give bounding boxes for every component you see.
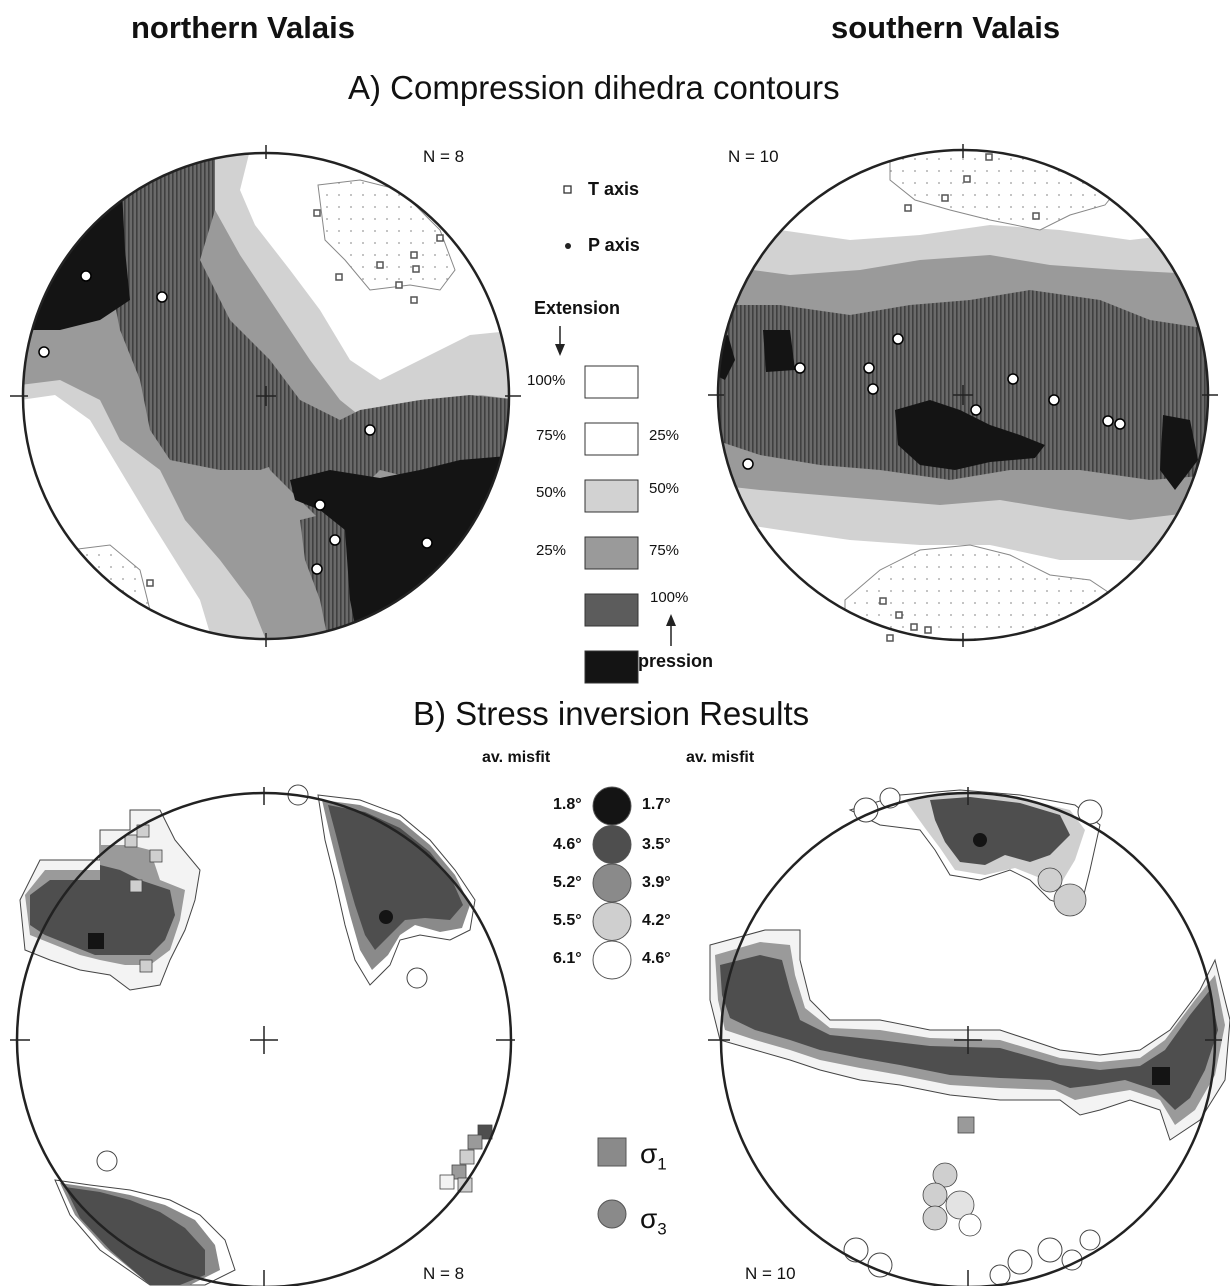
misfit-right-1: 1.7°: [642, 796, 671, 813]
section-a-title: A) Compression dihedra contours: [348, 69, 840, 106]
sigma3-best-north: [973, 833, 987, 847]
sigma3-cluster-south: [922, 1162, 982, 1237]
sigma1-label: σ1: [640, 1138, 667, 1174]
sigma1-band: [720, 955, 1218, 1110]
sigma3-rim-circles: [843, 1229, 1101, 1286]
n-label-b-north: N = 8: [423, 1264, 465, 1283]
misfit-circle-2: [592, 863, 632, 903]
sigma3-symbol-icon: [597, 1199, 627, 1229]
sigma3-label: σ3: [640, 1203, 667, 1239]
misfit-left-3: 5.2°: [553, 874, 582, 891]
pct-left-50: 50%: [536, 484, 567, 501]
legend-box-1: [584, 422, 639, 456]
legend-b-scale: [592, 786, 632, 980]
sigma3-cluster-ne: [317, 794, 476, 986]
region-title-north: northern Valais: [131, 10, 355, 45]
stereonet-a-south: [708, 144, 1218, 647]
legend-box-5: [584, 650, 639, 684]
pct-right-100: 100%: [650, 589, 689, 606]
p-axis-label: P axis: [588, 235, 640, 255]
misfit-right-5: 4.6°: [642, 950, 671, 967]
sigma3-cluster-north: [848, 789, 1101, 911]
contour-75-band: [110, 153, 340, 470]
legend-a-symbols: [555, 185, 676, 646]
pct-right-25: 25%: [649, 427, 680, 444]
section-b-title: B) Stress inversion Results: [413, 695, 810, 732]
p-axis-symbol-icon: [565, 243, 571, 249]
sigma3-outliers: [96, 784, 428, 1172]
p-axis-markers: [38, 270, 433, 575]
contour-75-band: [718, 290, 1208, 480]
pct-right-50: 50%: [649, 480, 680, 497]
center-cross: [250, 1026, 278, 1054]
n-label-b-south: N = 10: [745, 1264, 796, 1283]
extension-arrow-icon: [555, 344, 565, 356]
p-axis-markers: [742, 333, 1126, 470]
pct-left-25: 25%: [536, 542, 567, 559]
sigma3-best-ne: [379, 910, 393, 924]
legend-a-scale: [584, 365, 639, 684]
misfit-right-4: 4.2°: [642, 912, 671, 929]
t-axis-label: T axis: [588, 179, 640, 199]
sigma1-best: [1152, 1067, 1170, 1085]
n-label-a-north: N = 8: [423, 147, 465, 166]
sigma1-best: [88, 933, 104, 949]
misfit-right-3: 3.9°: [642, 874, 671, 891]
t-axis-area: [317, 179, 456, 291]
misfit-left-2: 4.6°: [553, 836, 582, 853]
contour-100-east: [1160, 415, 1198, 490]
center-cross: [256, 386, 276, 406]
misfit-left-5: 6.1°: [553, 950, 582, 967]
compression-arrow-icon: [666, 614, 676, 626]
n-label-a-south: N = 10: [728, 147, 779, 166]
misfit-circle-3: [592, 902, 632, 941]
misfit-circle-0: [592, 786, 632, 826]
stereonet-b-south: [708, 787, 1230, 1286]
misfit-circle-1: [592, 825, 632, 864]
stereonet-a-north: [10, 145, 521, 647]
t-axis-markers: [879, 153, 1040, 642]
contour-100-center: [895, 400, 1045, 470]
t-axis-symbol-icon: [563, 185, 572, 194]
extension-label: Extension: [534, 298, 621, 318]
misfit-left-1: 1.8°: [553, 796, 582, 813]
sigma3-cluster-sw: [54, 1179, 236, 1286]
misfit-circle-4: [592, 940, 632, 980]
misfit-left-4: 5.5°: [553, 912, 582, 929]
sigma1-squares-se: [439, 1124, 493, 1193]
pct-left-100: 100%: [527, 372, 566, 389]
region-title-south: southern Valais: [831, 10, 1061, 45]
legend-box-4: [584, 593, 639, 627]
center-cross: [954, 1026, 982, 1054]
misfit-header-right: av. misfit: [686, 749, 755, 766]
contour-100-nw: [23, 153, 130, 330]
sigma1-symbol-icon: [597, 1137, 627, 1167]
misfit-header-left: av. misfit: [482, 749, 551, 766]
legend-box-3: [584, 536, 639, 570]
legend-box-0: [584, 365, 639, 399]
pct-left-75: 75%: [536, 427, 567, 444]
legend-box-2: [584, 479, 639, 513]
stereonet-b-north: [10, 784, 515, 1286]
misfit-right-2: 3.5°: [642, 836, 671, 853]
contour-100-west: [763, 330, 795, 372]
t-axis-markers: [146, 209, 444, 587]
pct-right-75: 75%: [649, 542, 680, 559]
center-cross: [953, 385, 973, 405]
